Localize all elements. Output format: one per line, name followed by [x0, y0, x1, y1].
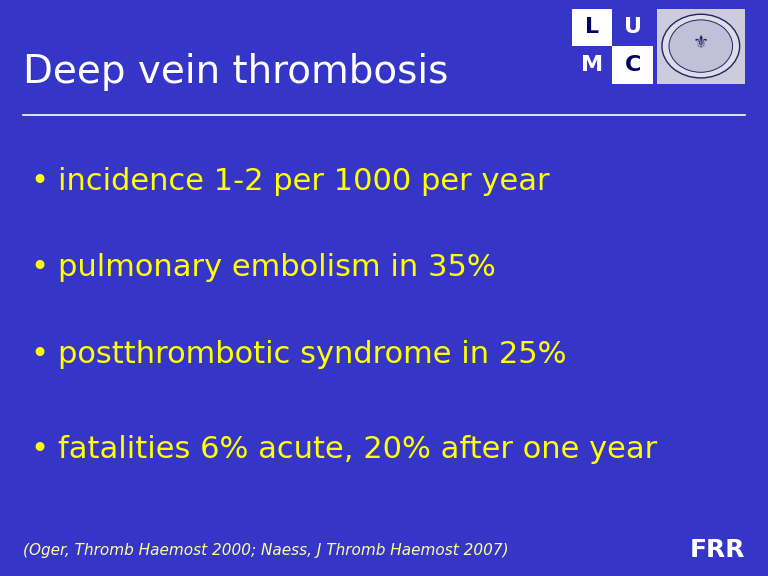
Bar: [657, 9, 745, 84]
Text: Deep vein thrombosis: Deep vein thrombosis: [23, 53, 449, 91]
Text: postthrombotic syndrome in 25%: postthrombotic syndrome in 25%: [58, 340, 566, 369]
Bar: [572, 46, 613, 84]
Text: (Oger, Thromb Haemost 2000; Naess, J Thromb Haemost 2007): (Oger, Thromb Haemost 2000; Naess, J Thr…: [23, 543, 508, 558]
Ellipse shape: [669, 20, 733, 73]
Bar: [572, 9, 613, 46]
Text: M: M: [581, 55, 604, 75]
Text: •: •: [31, 253, 49, 282]
Bar: [613, 9, 653, 46]
Text: fatalities 6% acute, 20% after one year: fatalities 6% acute, 20% after one year: [58, 435, 657, 464]
Text: C: C: [624, 55, 641, 75]
Text: L: L: [585, 17, 599, 37]
Text: •: •: [31, 340, 49, 369]
Ellipse shape: [662, 14, 740, 78]
Text: incidence 1-2 per 1000 per year: incidence 1-2 per 1000 per year: [58, 167, 549, 196]
Text: •: •: [31, 167, 49, 196]
Text: FRR: FRR: [690, 538, 745, 562]
Text: pulmonary embolism in 35%: pulmonary embolism in 35%: [58, 253, 495, 282]
Text: •: •: [31, 435, 49, 464]
Text: ⚜: ⚜: [693, 34, 709, 52]
Text: U: U: [624, 17, 641, 37]
Bar: [613, 46, 653, 84]
